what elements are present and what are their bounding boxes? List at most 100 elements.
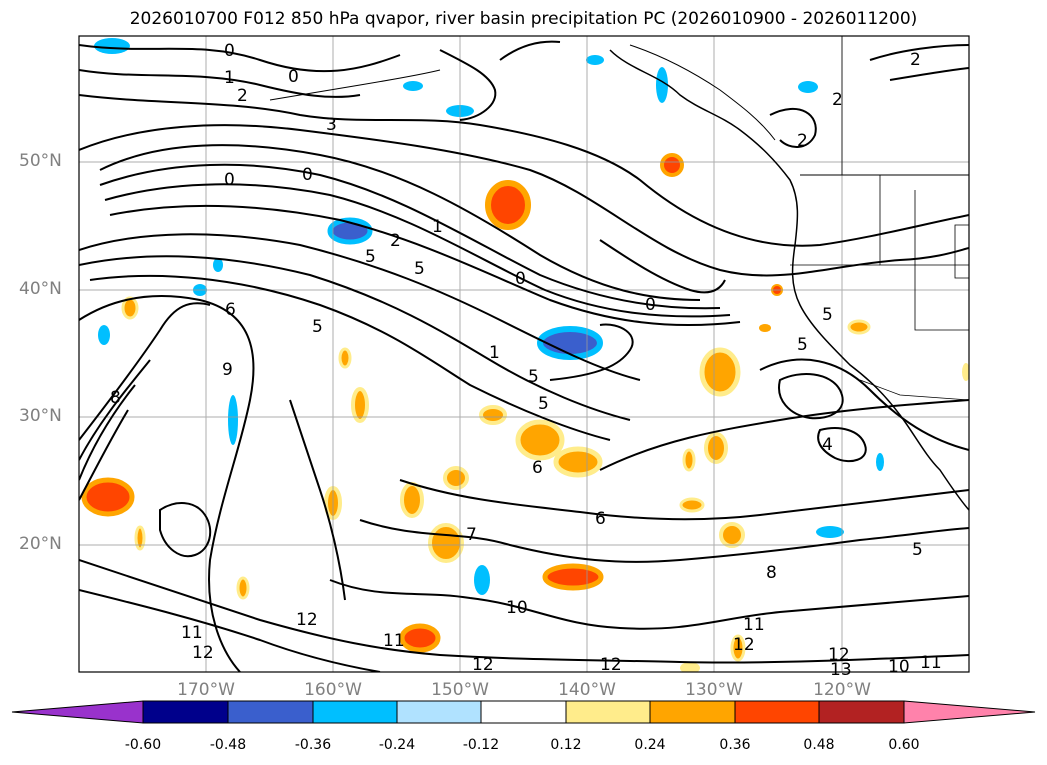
contour-label: 8: [110, 388, 121, 408]
colorbar-swatch: [734, 700, 820, 724]
contour-label: 5: [365, 247, 376, 267]
contour-label: 11: [383, 631, 405, 651]
colorbar-tick: -0.36: [294, 737, 332, 753]
contour-label: 0: [645, 295, 656, 315]
colorbar-tick: 0.24: [634, 737, 666, 753]
contour-label: 12: [192, 643, 214, 663]
lon-label-160w: 160°W: [304, 680, 362, 700]
contour-label: 0: [302, 165, 313, 185]
contour-label-group: 0 1 2 0 3 0 0 1 2 5 5 0 0 6 5 1 9 8 5 5 …: [110, 41, 942, 680]
colorbar-swatch: [480, 700, 567, 724]
precip-patch: [443, 466, 469, 490]
precip-patch: [704, 432, 728, 464]
precip-patch: [98, 325, 110, 345]
precip-patch: [485, 180, 531, 230]
contour-label: 12: [296, 610, 318, 630]
precip-patch: [399, 623, 441, 653]
contour-label: 6: [532, 458, 543, 478]
precip-patch: [121, 296, 139, 320]
contour-label: 11: [181, 623, 203, 643]
lon-label-150w: 150°W: [431, 680, 489, 700]
lon-label-130w: 130°W: [685, 680, 743, 700]
precip-patch: [679, 497, 705, 513]
colorbar-swatch: [649, 700, 736, 724]
contour-label: 12: [472, 655, 494, 675]
contour-label: 5: [312, 317, 323, 337]
precip-patch: [213, 258, 223, 272]
precip-patch: [680, 662, 700, 672]
precip-patch: [816, 526, 844, 538]
precip-patch: [719, 522, 745, 548]
colorbar-swatch: [142, 700, 229, 724]
map-frame: [79, 36, 969, 672]
contour-label: 10: [888, 657, 910, 677]
contour-label: 1: [489, 343, 500, 363]
lat-label-20n: 20°N: [19, 534, 62, 554]
lon-label-120w: 120°W: [813, 680, 871, 700]
contour-label: 0: [224, 41, 235, 61]
lat-label-40n: 40°N: [19, 279, 62, 299]
lat-label-50n: 50°N: [19, 151, 62, 171]
contour-label: 5: [912, 540, 923, 560]
contour-label: 0: [288, 67, 299, 87]
contour-label: 7: [466, 525, 477, 545]
colorbar-tick: -0.12: [462, 737, 500, 753]
colorbar-tick: 0.48: [803, 737, 835, 753]
colorbar-extend-low: [11, 700, 144, 724]
precip-patch: [515, 419, 565, 461]
contour-label: 12: [828, 645, 850, 665]
precip-patch: [94, 38, 130, 54]
precip-patch: [428, 523, 464, 563]
contours: [79, 40, 969, 672]
colorbar-swatch: [312, 700, 398, 724]
contour-label: 2: [797, 131, 808, 151]
contour-label: 12: [733, 635, 755, 655]
precip-patch: [656, 67, 668, 103]
contour-label: 2: [832, 90, 843, 110]
precip-patch: [847, 319, 871, 335]
contour-label: 5: [414, 259, 425, 279]
contour-label: 10: [506, 598, 528, 618]
colorbar: [11, 700, 1036, 724]
precip-patch: [403, 81, 423, 91]
contour-label: 8: [766, 563, 777, 583]
precip-patch: [542, 563, 604, 591]
precip-patch: [798, 81, 818, 93]
lon-label-170w: 170°W: [177, 680, 235, 700]
precip-patch: [699, 347, 741, 397]
contour-label: 2: [237, 86, 248, 106]
contour-label: 5: [528, 367, 539, 387]
colorbar-tick: -0.24: [378, 737, 416, 753]
contour-label: 0: [224, 170, 235, 190]
contour-label: 1: [224, 68, 235, 88]
precip-patch: [660, 153, 684, 177]
precip-patch: [134, 525, 146, 551]
precip-patch: [682, 448, 696, 472]
precip-patch: [586, 55, 604, 65]
contour-label: 13: [830, 660, 852, 680]
contour-label: 2: [910, 50, 921, 70]
precip-patch: [236, 576, 250, 600]
lat-label-30n: 30°N: [19, 406, 62, 426]
contour-label: 0: [515, 269, 526, 289]
colorbar-tick: 0.60: [888, 737, 920, 753]
contour-label: 11: [743, 615, 765, 635]
precip-patch: [962, 363, 969, 381]
contour-label: 12: [600, 655, 622, 675]
colorbar-swatch: [396, 700, 482, 724]
contour-label: 11: [920, 653, 942, 673]
contour-label: 2: [390, 231, 401, 251]
colorbar-extend-high: [903, 700, 1036, 724]
precip-patch: [876, 453, 884, 471]
precip-patch: [479, 405, 507, 425]
contour-label: 5: [797, 335, 808, 355]
map-title: 2026010700 F012 850 hPa qvapor, river ba…: [129, 9, 918, 29]
precip-patch: [759, 324, 771, 332]
precip-patch: [338, 347, 352, 369]
precip-patch: [351, 387, 369, 423]
precip-patch: [730, 634, 746, 662]
contour-label: 1: [432, 217, 443, 237]
precip-patch: [228, 395, 238, 445]
colorbar-tick: 0.12: [550, 737, 582, 753]
contour-label: 4: [822, 435, 833, 455]
